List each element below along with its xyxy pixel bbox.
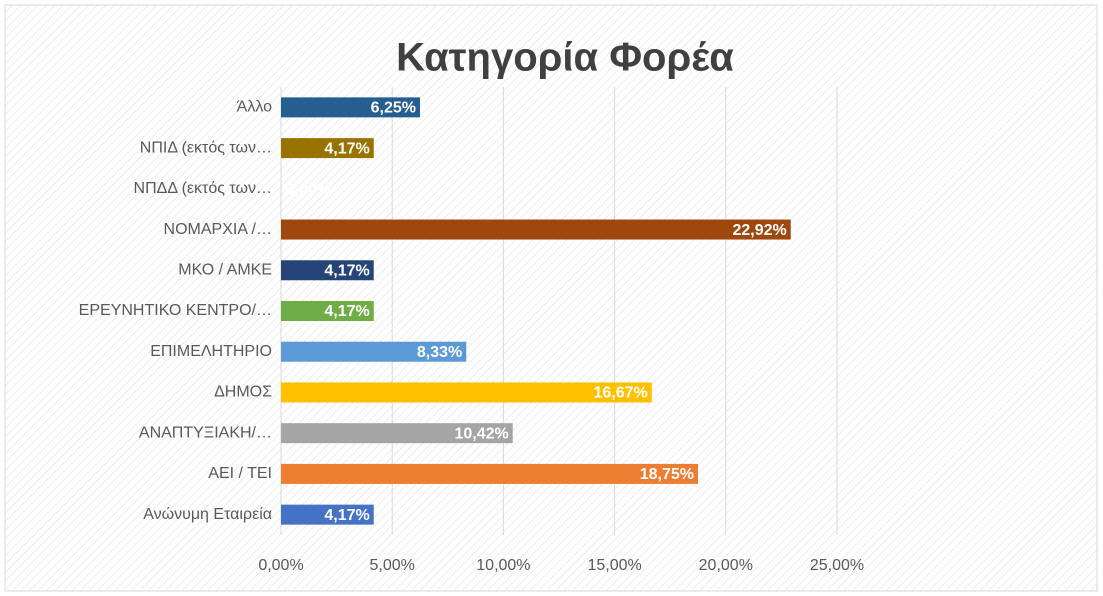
value-label: 0,00%	[286, 181, 331, 198]
y-tick-label: ΝΠΔΔ (εκτός των…	[134, 180, 272, 197]
value-label: 6,25%	[371, 100, 416, 117]
x-tick-label: 25,00%	[810, 557, 864, 574]
x-tick-label: 5,00%	[370, 557, 415, 574]
bar	[281, 97, 420, 118]
bar	[281, 423, 513, 444]
y-tick-label: Άλλο	[237, 99, 272, 116]
x-tick-label: 10,00%	[476, 557, 530, 574]
x-tick-label: 15,00%	[587, 557, 641, 574]
y-tick-label: ΝΟΜΑΡΧΙΑ /…	[164, 221, 272, 238]
y-tick-label: ΕΠΙΜΕΛΗΤΗΡΙΟ	[150, 343, 272, 360]
chart-title: Κατηγορία Φορέα	[396, 36, 734, 80]
value-label: 4,17%	[324, 140, 369, 157]
chart-background	[4, 4, 1098, 592]
y-tick-label: ΑΕΙ / ΤΕΙ	[208, 465, 272, 482]
value-label: 8,33%	[417, 344, 462, 361]
value-label: 4,17%	[324, 262, 369, 279]
bar	[281, 463, 698, 484]
bar	[281, 382, 652, 403]
y-tick-label: ΑΝΑΠΤΥΞΙΑΚΗ/…	[139, 424, 272, 441]
y-tick-label: Ανώνυμη Εταιρεία	[143, 506, 272, 523]
bar	[281, 341, 467, 362]
y-tick-label: ΕΡΕΥΝΗΤΙΚΟ ΚΕΝΤΡΟ/…	[79, 302, 272, 319]
x-tick-label: 20,00%	[699, 557, 753, 574]
value-label: 10,42%	[454, 425, 508, 442]
bar	[281, 301, 374, 321]
value-label: 16,67%	[593, 385, 647, 402]
value-label: 4,17%	[324, 303, 369, 320]
y-tick-label: ΜΚΟ / ΑΜΚΕ	[178, 261, 272, 278]
y-tick-label: ΔΗΜΟΣ	[214, 384, 272, 401]
bar	[281, 219, 791, 240]
x-tick-label: 0,00%	[258, 557, 303, 574]
value-label: 18,75%	[640, 466, 694, 483]
bar	[281, 504, 374, 525]
value-label: 4,17%	[324, 507, 369, 524]
value-label: 22,92%	[732, 222, 786, 239]
y-tick-label: ΝΠΙΔ (εκτός των…	[140, 139, 272, 156]
bar	[281, 138, 374, 159]
bar	[281, 260, 374, 281]
